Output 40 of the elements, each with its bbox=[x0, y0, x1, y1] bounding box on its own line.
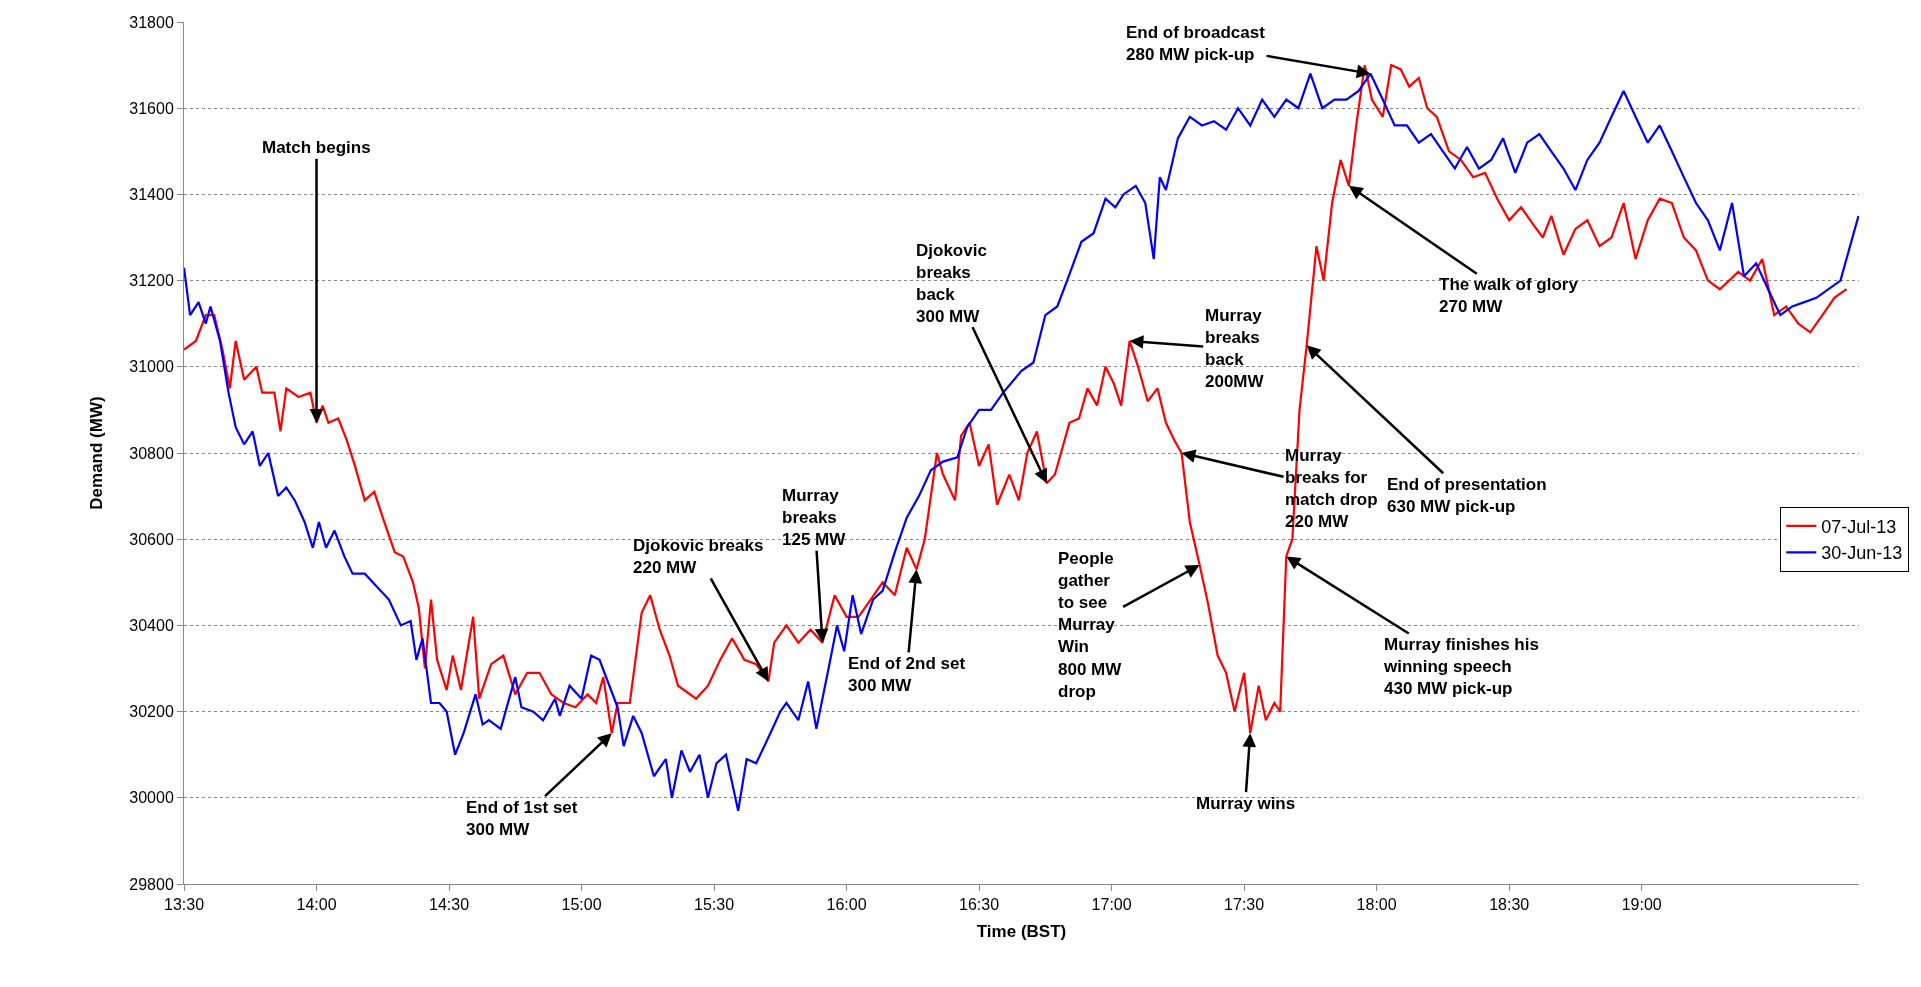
legend-label: 07-Jul-13 bbox=[1821, 516, 1897, 537]
x-tick-label: 15:30 bbox=[694, 896, 735, 914]
x-tick-label: 17:00 bbox=[1091, 896, 1132, 914]
x-tick-label: 14:30 bbox=[429, 896, 470, 914]
annotation: End of 1st set 300 MW bbox=[466, 798, 578, 840]
y-tick-label: 30800 bbox=[129, 444, 174, 462]
annotation: Match begins bbox=[262, 138, 371, 157]
y-tick-label: 31800 bbox=[129, 13, 174, 31]
annotation: Murray breaks 125 MW bbox=[782, 486, 847, 550]
x-tick-label: 16:00 bbox=[826, 896, 867, 914]
annotation: Djokovic breaks back 300 MW bbox=[916, 241, 987, 327]
annotation: Murray breaks back 200MW bbox=[1205, 306, 1265, 392]
y-tick-label: 30000 bbox=[129, 789, 174, 807]
x-tick-label: 15:00 bbox=[561, 896, 602, 914]
x-tick-label: 14:00 bbox=[296, 896, 337, 914]
y-tick-label: 31000 bbox=[129, 358, 174, 376]
x-tick-label: 18:00 bbox=[1356, 896, 1397, 914]
y-tick-label: 31600 bbox=[129, 99, 174, 117]
y-tick-label: 31200 bbox=[129, 272, 174, 290]
x-axis-title: Time (BST) bbox=[976, 921, 1067, 941]
annotation: End of 2nd set 300 MW bbox=[848, 654, 966, 696]
y-tick-label: 30600 bbox=[129, 530, 174, 548]
annotation: Murray wins bbox=[1196, 794, 1296, 813]
x-tick-label: 19:00 bbox=[1621, 896, 1662, 914]
x-tick-label: 17:30 bbox=[1224, 896, 1265, 914]
annotation: People gather to see Murray Win 800 MW drop bbox=[1058, 549, 1123, 701]
y-tick-label: 30200 bbox=[129, 703, 174, 721]
y-tick-label: 29800 bbox=[129, 875, 174, 893]
annotation: Murray finishes his winning speech 430 MW pick-up bbox=[1383, 635, 1539, 699]
annotation: End of presentation 630 MW pick-up bbox=[1387, 475, 1547, 517]
legend-label: 30-Jun-13 bbox=[1821, 543, 1903, 564]
annotation: End of broadcast 280 MW pick-up bbox=[1126, 23, 1266, 65]
x-tick-label: 13:30 bbox=[163, 896, 205, 914]
annotation: Djokovic breaks 220 MW bbox=[633, 536, 764, 578]
annotation: The walk of glory 270 MW bbox=[1439, 275, 1579, 317]
x-tick-label: 16:30 bbox=[959, 896, 1000, 914]
y-tick-label: 31400 bbox=[129, 186, 174, 203]
x-tick-label: 18:30 bbox=[1489, 896, 1530, 914]
y-axis-title: Demand (MW) bbox=[86, 396, 106, 510]
y-tick-label: 30400 bbox=[129, 617, 174, 634]
